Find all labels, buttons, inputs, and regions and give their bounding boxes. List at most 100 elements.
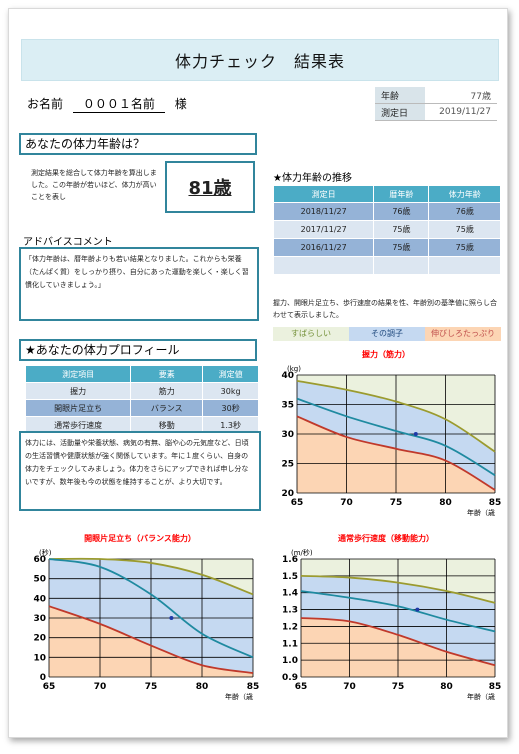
x-tick-label: 70 [340,498,353,508]
grip-strength-chart: 65 70 75 80 85 20 25 30 35 40(kg) 年齢（歳 [281,365,501,517]
result-sheet: 体力チェック 結果表 お名前 ０００１名前 様 年齢 77歳 測定日 2019/… [8,8,508,738]
y-tick-label: 0.9 [282,673,298,683]
y-tick-label: 25 [281,460,294,470]
trend-cell: 2016/11/27 [272,238,375,257]
legend-row: すばらしい その調子 伸びしろたっぷり [273,327,501,341]
series-line [300,617,496,667]
x-tick-label: 75 [392,682,405,692]
trend-col-header: 暦年齢 [373,185,430,203]
y-tick-label: 50 [33,575,46,585]
y-tick-label: 35 [281,401,294,411]
info-key: 測定日 [375,103,425,121]
y-tick-label: 20 [281,489,294,499]
legend-good: その調子 [349,327,425,341]
series-line [48,605,254,674]
x-tick-label: 80 [196,682,209,692]
y-tick-label: 1.0 [282,656,298,666]
table-row: 2016/11/27 75歳 75歳 [272,238,501,257]
table-row: 通常歩行速度 移動 1.3秒 [24,416,259,434]
profile-cell: 1.3秒 [202,416,259,434]
series-line [296,397,496,477]
info-row-age: 年齢 77歳 [375,87,497,104]
my-result-point [413,432,418,436]
profile-table: 測定項目 要素 測定値 握力 筋力 30kg 開眼片足立ち バランス 30秒 通… [24,365,259,434]
x-tick-label: 85 [247,682,259,692]
trend-cell [373,256,430,275]
trend-cell [428,256,501,275]
profile-col-header: 測定値 [202,365,259,383]
table-row: 2018/11/27 76歳 76歳 [272,202,501,221]
x-tick-label: 80 [439,498,452,508]
y-tick-label: 1.1 [282,639,298,649]
table-row: 開眼片足立ち バランス 30秒 [24,399,259,417]
x-tick-label: 65 [291,498,304,508]
age-section-heading: あなたの体力年齢は？ [19,133,257,155]
physical-age-box: 81歳 [165,161,255,213]
table-row: 2017/11/27 75歳 75歳 [272,220,501,239]
profile-col-header: 測定項目 [24,365,132,383]
x-tick-label: 85 [489,498,501,508]
y-tick-label: 0 [40,673,46,683]
balance-chart: 65 70 75 80 85 0 10 20 30 40 50 60(秒) 年齢（歳 [33,548,259,701]
y-tick-label: 30 [33,614,46,624]
advice-box: 「体力年齢は、暦年齢よりも若い結果となりました。これからも栄養（たんぱく質）をし… [19,247,259,321]
name-row: お名前 ０００１名前 様 [27,95,187,113]
info-key: 年齢 [375,87,425,104]
age-description: 測定結果を総合して体力年齢を算出しました。この年齢が若いほど、体力が高いことを表… [31,169,157,201]
legend-room-to-grow: 伸びしろたっぷり [425,327,501,341]
table-row: 握力 筋力 30kg [24,382,259,400]
y-axis-label: (kg) [287,365,301,373]
profile-text-box: 体力には、活動量や栄養状態、病気の有無、脳や心の元気度など、日頃の生活習慣や健康… [19,431,261,511]
my-result-point [415,607,420,612]
profile-cell: 通常歩行速度 [24,416,132,434]
name-value: ０００１名前 [72,95,165,113]
x-tick-label: 70 [94,682,107,692]
my-result-point [169,616,174,620]
y-tick-label: 1.4 [282,589,298,599]
x-axis-label: 年齢（歳 [467,692,495,701]
profile-cell: 移動 [130,416,204,434]
advice-heading: アドバイスコメント [23,237,113,248]
info-row-date: 測定日 2019/11/27 [375,103,497,121]
name-label: お名前 [27,97,64,111]
trend-col-header: 測定日 [272,185,375,203]
trend-cell: 76歳 [428,202,501,221]
info-value: 2019/11/27 [425,103,497,121]
profile-cell: バランス [130,399,204,417]
y-tick-label: 1.3 [282,606,298,616]
table-row [272,256,501,275]
physical-age-value: 81歳 [188,178,232,199]
y-tick-label: 1.2 [282,622,298,632]
legend-note: 握力、開眼片足立ち、歩行速度の結果を性、年齢別の基準値に照らし合わせて表示しまし… [273,299,497,319]
y-tick-label: 30 [281,430,294,440]
y-tick-label: 40 [33,594,46,604]
info-table: 年齢 77歳 測定日 2019/11/27 [375,87,497,121]
profile-cell: 握力 [24,382,132,400]
trend-cell: 75歳 [428,238,501,257]
x-tick-label: 75 [145,682,158,692]
balance-chart-title: 開眼片足立ち（バランス能力） [84,534,196,543]
legend-excellent: すばらしい [273,327,349,341]
trend-cell: 75歳 [428,220,501,239]
grip-chart-title: 握力（筋力） [362,350,410,359]
trend-cell: 2017/11/27 [272,220,375,239]
series-line [300,574,496,604]
profile-cell: 筋力 [130,382,204,400]
info-value: 77歳 [425,87,497,104]
trend-col-header: 体力年齢 [428,185,501,203]
trend-cell: 2018/11/27 [272,202,375,221]
x-tick-label: 75 [390,498,403,508]
trend-cell: 75歳 [373,220,430,239]
walking-speed-chart: 65 70 75 80 85 0.9 1.0 1.1 1.2 1.3 1.4 1.5 1.6(m/秒) 年… [282,548,501,701]
series-line [300,590,496,633]
profile-cell: 30秒 [202,399,259,417]
profile-cell: 開眼片足立ち [24,399,132,417]
trend-heading: ★体力年齢の推移 [273,173,352,184]
x-axis-label: 年齢（歳 [225,692,253,701]
walking-chart-title: 通常歩行速度（移動能力） [338,534,434,543]
y-tick-label: 1.5 [282,572,298,582]
series-line [296,415,496,491]
x-axis-label: 年齢（歳 [467,508,495,517]
trend-cell [272,256,375,275]
trend-cell: 75歳 [373,238,430,257]
